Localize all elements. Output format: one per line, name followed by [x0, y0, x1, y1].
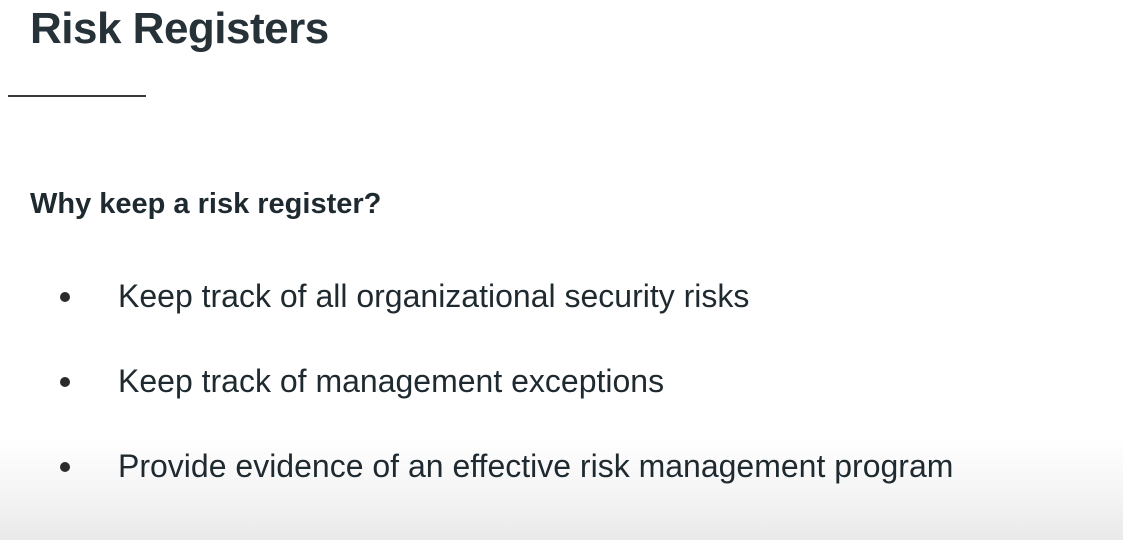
bullet-item: Provide evidence of an effective risk ma… [0, 446, 1100, 486]
title-divider [8, 95, 146, 97]
bullet-item: Keep track of all organizational securit… [0, 276, 1100, 316]
bullet-text: Provide evidence of an effective risk ma… [118, 448, 954, 484]
slide-subheading: Why keep a risk register? [30, 188, 382, 220]
bullet-text: Keep track of all organizational securit… [118, 278, 750, 314]
slide-title: Risk Registers [30, 4, 329, 53]
bullet-icon [60, 462, 70, 472]
bullet-icon [60, 292, 70, 302]
bullet-icon [60, 377, 70, 387]
bullet-item: Keep track of management exceptions [0, 361, 1100, 401]
bullet-text: Keep track of management exceptions [118, 363, 665, 399]
